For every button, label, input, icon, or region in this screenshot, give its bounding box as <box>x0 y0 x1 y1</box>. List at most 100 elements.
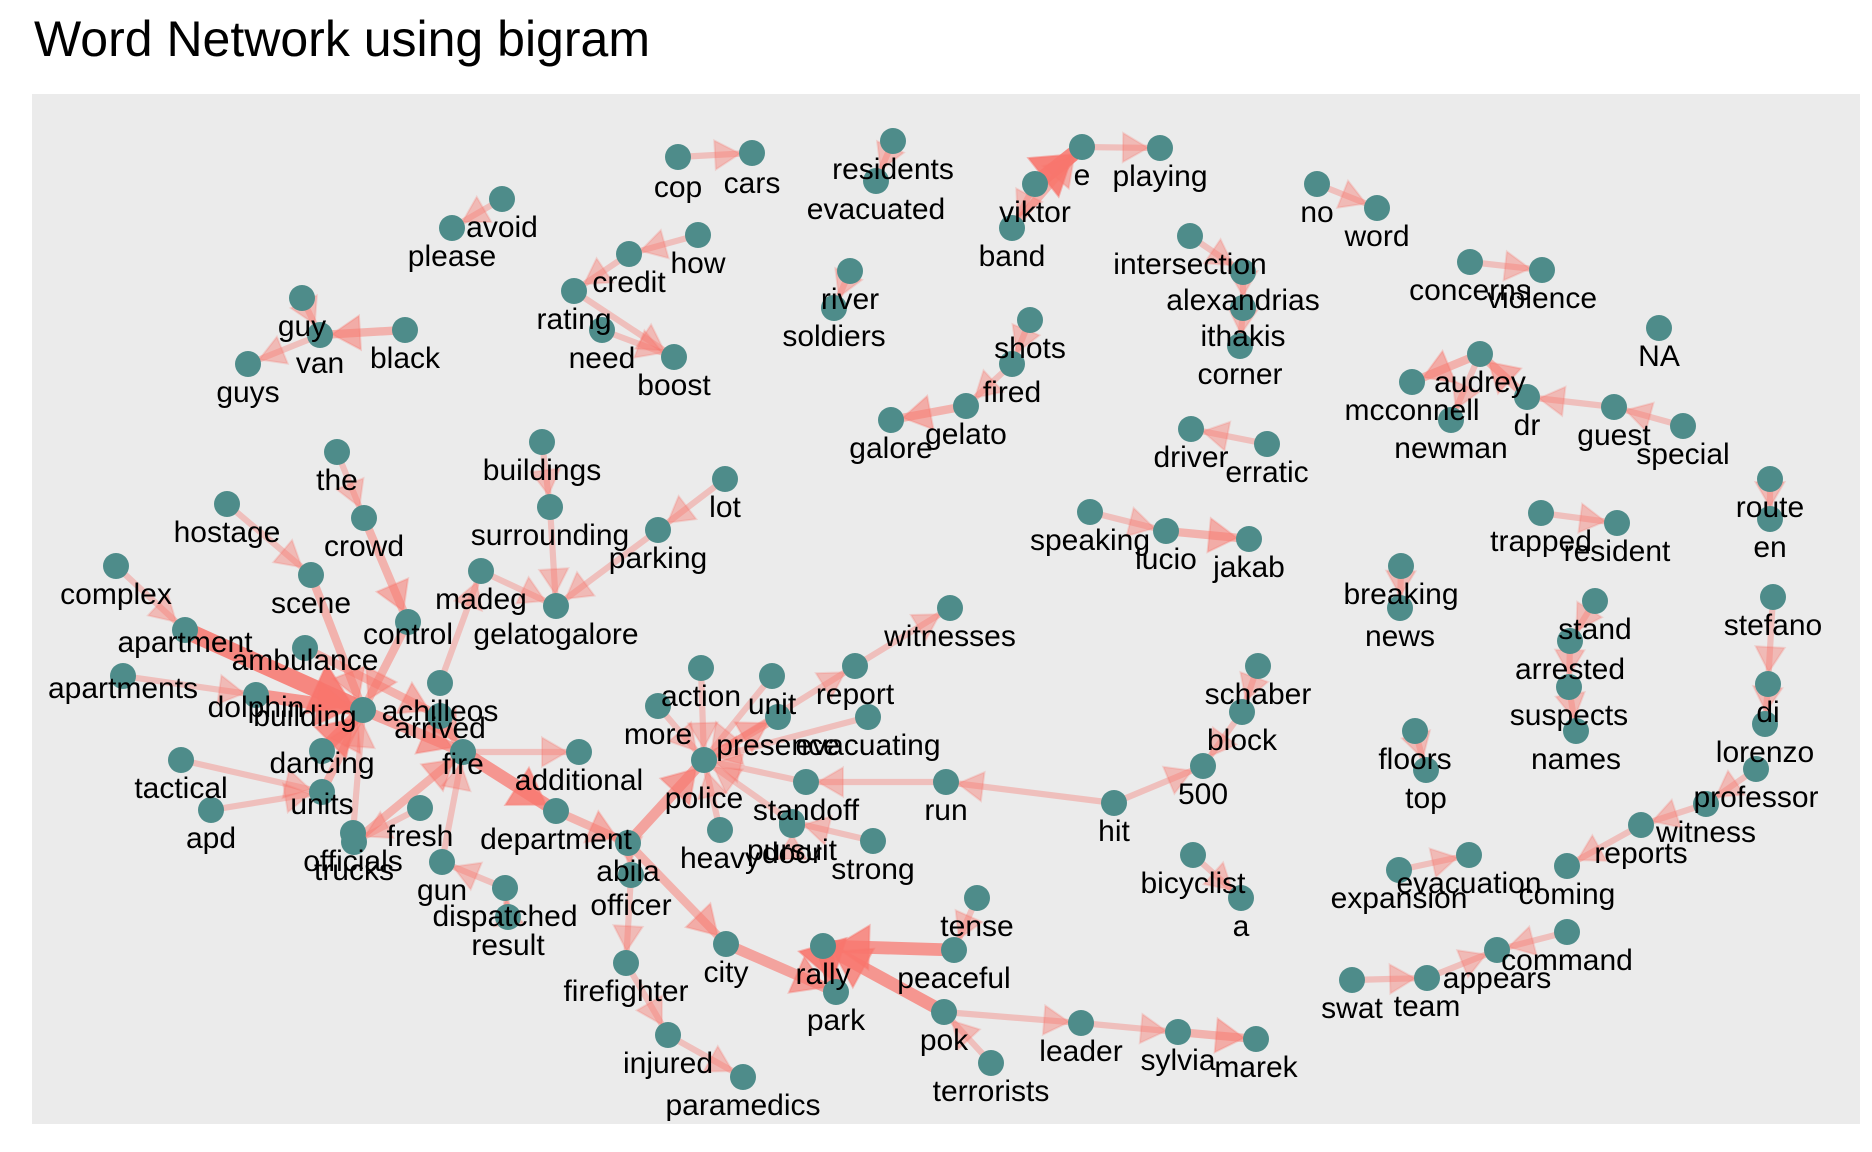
node-label: lorenzo <box>1716 736 1814 769</box>
edge-arrowhead <box>1650 797 1683 829</box>
node-label: driver <box>1153 441 1228 474</box>
node-label: intersection <box>1113 248 1266 281</box>
node-suspects <box>1556 674 1582 700</box>
node-label: schaber <box>1205 678 1312 711</box>
node-layer <box>103 128 1786 1090</box>
node-how <box>685 222 711 248</box>
node-word <box>1364 195 1390 221</box>
node-label: breaking <box>1343 578 1458 611</box>
edge-line <box>546 503 559 598</box>
edge-arrowhead <box>950 1019 982 1051</box>
node-label: witnesses <box>883 620 1016 653</box>
edge-parking-gelatogalore <box>562 526 662 602</box>
edge-hit-500 <box>1110 765 1196 807</box>
node-band <box>999 215 1025 241</box>
node-shots <box>1017 307 1043 333</box>
node-label: NA <box>1638 340 1680 373</box>
edge-line <box>119 672 248 697</box>
node-label: report <box>816 678 895 711</box>
node-label: team <box>1394 990 1461 1023</box>
node-label: standoff <box>753 794 860 827</box>
edge-arrowhead <box>1428 847 1460 879</box>
node-label: erratic <box>1225 456 1308 489</box>
node-label: lucio <box>1135 543 1197 576</box>
edge-line <box>112 562 180 625</box>
node-label: arrived <box>394 712 486 745</box>
node-label: evacuated <box>807 193 945 226</box>
node-city <box>713 931 739 957</box>
node-label: unit <box>748 688 797 721</box>
node-building <box>350 697 376 723</box>
edge-arrowhead <box>452 580 484 613</box>
edge-arrowhead <box>281 767 313 800</box>
node-label: apartments <box>48 672 198 705</box>
node-floors <box>1402 718 1428 744</box>
edge-arrowhead <box>537 567 570 597</box>
node-label: leader <box>1039 1035 1122 1068</box>
edge-complex-apartment <box>112 562 180 625</box>
node-abila <box>615 830 641 856</box>
edge-arrowhead <box>374 576 410 613</box>
node-gelatogalore <box>543 593 569 619</box>
node-label: dr <box>1514 409 1541 442</box>
node-e <box>1069 134 1095 160</box>
node-label: trapped <box>1490 525 1592 558</box>
node-label: viktor <box>999 196 1071 229</box>
node-mcconnell <box>1399 369 1425 395</box>
node-playing <box>1147 135 1173 161</box>
edge-arrowhead <box>1421 349 1458 384</box>
node-action <box>688 655 714 681</box>
node-label: firefighter <box>563 975 688 1008</box>
node-marek <box>1243 1026 1269 1052</box>
node-galore <box>878 407 904 433</box>
node-black <box>392 317 418 343</box>
node-label: gelato <box>925 418 1007 451</box>
node-professor <box>1743 756 1769 782</box>
node-label: fired <box>983 376 1041 409</box>
edge-arrowhead <box>1536 385 1567 418</box>
edge-line <box>223 500 305 571</box>
node-label: dispatched <box>432 900 577 933</box>
edge-arrowhead <box>1335 178 1368 209</box>
node-breaking <box>1388 553 1414 579</box>
edge-arrowhead <box>1714 768 1747 799</box>
chart-title: Word Network using bigram <box>34 11 650 67</box>
edge-arrowhead <box>439 761 472 793</box>
node-fired <box>999 351 1025 377</box>
edge-arrowhead <box>701 1044 735 1073</box>
node-rating <box>561 278 587 304</box>
node-label: trucks <box>314 854 394 887</box>
node-label: route <box>1736 491 1804 524</box>
node-dr <box>1514 384 1540 410</box>
node-unit <box>759 663 785 689</box>
node-di <box>1755 671 1781 697</box>
edge-arrowhead <box>634 993 663 1027</box>
node-sylvia <box>1165 1019 1191 1045</box>
node-guest <box>1601 394 1627 420</box>
node-door <box>779 812 805 838</box>
edge-arrowhead <box>831 947 876 990</box>
node-label: band <box>979 240 1046 273</box>
node-label: resident <box>1564 535 1671 568</box>
node-label: speaking <box>1030 524 1150 557</box>
node-label: apartment <box>117 626 253 659</box>
edge-hit-run <box>954 770 1118 807</box>
node-dolphin <box>243 682 269 708</box>
node-label: playing <box>1112 160 1207 193</box>
node-corner <box>1227 333 1253 359</box>
node-label: ithakis <box>1200 320 1285 353</box>
node-label: concerns <box>1409 274 1531 307</box>
node-label: newman <box>1394 432 1507 465</box>
node-apartments <box>110 663 136 689</box>
edge-arrowhead <box>564 570 597 601</box>
node-label: top <box>1405 782 1447 815</box>
node-soldiers <box>821 295 847 321</box>
edge-arrowhead <box>529 467 562 498</box>
edge-arrowhead <box>1200 420 1232 453</box>
node-label: pursuit <box>747 834 838 867</box>
node-label: cop <box>654 171 702 204</box>
node-label: jakab <box>1212 551 1285 584</box>
node-strong <box>860 828 886 854</box>
node-label: a <box>1233 910 1250 943</box>
edge-arrowhead <box>814 671 847 700</box>
